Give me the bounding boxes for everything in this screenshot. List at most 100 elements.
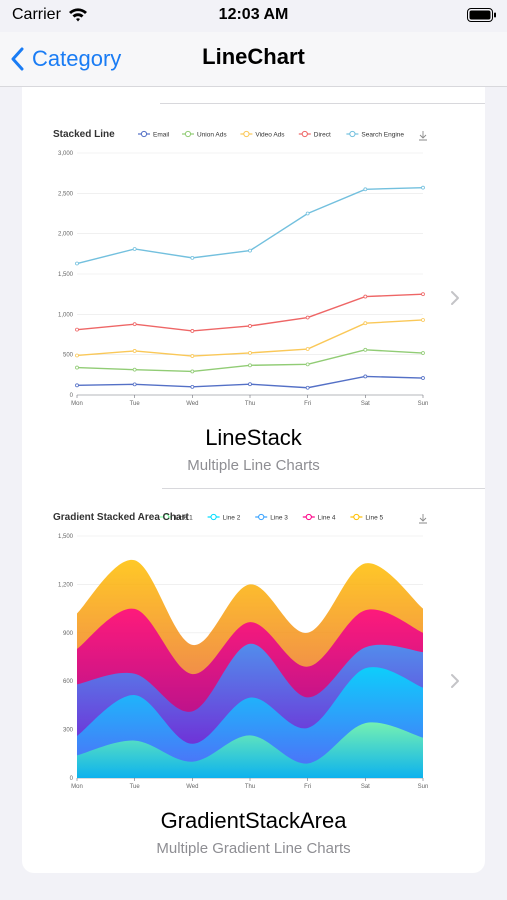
chevron-left-icon [11, 47, 24, 71]
y-tick-label: 0 [70, 393, 74, 399]
legend-item: Line 2 [207, 513, 241, 521]
legend-item: Search Engine [346, 130, 404, 138]
legend-marker [349, 130, 356, 138]
y-tick-label: 1,500 [58, 534, 74, 540]
data-point [305, 211, 310, 216]
legend-item: Video Ads [240, 130, 285, 138]
data-point [421, 318, 425, 322]
legend-marker [210, 513, 217, 521]
legend-item: Line 5 [350, 513, 383, 521]
y-tick-label: 2,000 [58, 232, 74, 238]
legend-marker [184, 130, 192, 138]
chevron-right-icon [451, 291, 459, 305]
data-point [421, 351, 425, 355]
row-title: LineStack [205, 425, 302, 450]
legend-label: Line 5 [365, 514, 383, 521]
legend-label: Line 3 [270, 514, 288, 521]
data-point [190, 329, 195, 333]
chevron-right-icon [451, 674, 459, 688]
data-point [421, 376, 425, 380]
row-divider [160, 103, 485, 104]
data-point [421, 292, 425, 297]
data-point [75, 327, 79, 332]
line-stack-chart: 0 500 1,000 1,500 2,000 2,500 3,000 Mon Tue Wed Th… [53, 129, 429, 407]
data-point [305, 347, 310, 351]
x-tick-label: Sat [361, 401, 370, 407]
download-icon-path [419, 514, 427, 524]
x-tick-label: Sun [418, 401, 429, 407]
data-point [190, 354, 195, 358]
data-point [75, 261, 79, 266]
data-point [305, 362, 310, 367]
data-point [132, 349, 137, 353]
x-tick-label: Fri [304, 784, 311, 790]
chart-list: 0 500 1,000 1,500 2,000 2,500 3,000 Mon Tue Wed Th… [22, 87, 485, 873]
back-button[interactable]: Category [10, 44, 121, 74]
status-time: 12:03 AM [218, 6, 289, 23]
data-point [75, 365, 79, 370]
list-item-linestack[interactable]: 0 500 1,000 1,500 2,000 2,500 3,000 Mon Tue Wed Th… [22, 107, 485, 487]
chart-title: Stacked Line [53, 129, 115, 140]
data-point [248, 350, 252, 355]
data-point [248, 248, 252, 253]
legend-item: Direct [298, 130, 331, 138]
gradient-stack-area-chart: 0 300 600 900 1,200 1,500 Mon Tue Wed Thu Fri Sat Su… [53, 512, 428, 790]
row-subtitle: Multiple Gradient Line Charts [156, 840, 351, 857]
x-tick-label: Mon [71, 784, 83, 790]
data-point [363, 347, 368, 352]
x-tick-label: Fri [304, 401, 311, 407]
legend-marker [258, 513, 265, 521]
download-icon [419, 131, 427, 141]
legend-item: Line 4 [302, 513, 336, 521]
row-subtitle: Multiple Line Charts [187, 457, 320, 474]
battery-icon [467, 8, 497, 27]
series-area [77, 722, 423, 778]
data-point [132, 322, 137, 327]
x-tick-label: Thu [245, 784, 255, 790]
data-point [132, 247, 137, 251]
y-tick-label: 0 [70, 776, 74, 782]
data-point [248, 324, 252, 328]
download-icon [419, 514, 427, 524]
y-tick-label: 1,000 [58, 312, 74, 318]
legend-label: Direct [314, 131, 331, 138]
legend-marker [301, 130, 308, 138]
data-point [248, 382, 252, 387]
data-point [305, 315, 310, 320]
x-tick-label: Wed [186, 401, 198, 407]
legend-marker [162, 513, 170, 521]
data-point [190, 369, 195, 374]
legend-item: Union Ads [182, 130, 227, 138]
legend-label: Line 2 [223, 514, 241, 521]
data-point [132, 367, 137, 372]
wifi-icon [68, 7, 88, 27]
x-tick-label: Tue [130, 784, 141, 790]
row-title: GradientStackArea [160, 808, 347, 833]
data-point [363, 374, 368, 379]
data-point [421, 185, 425, 190]
data-point [75, 383, 79, 388]
data-point [75, 353, 79, 358]
legend-marker [353, 513, 360, 521]
data-point [132, 382, 137, 387]
page-title: LineChart [202, 44, 305, 69]
x-tick-label: Mon [71, 401, 83, 407]
y-tick-label: 500 [63, 353, 74, 359]
x-tick-label: Thu [245, 401, 255, 407]
data-point [363, 294, 368, 299]
y-tick-label: 2,500 [58, 191, 74, 197]
list-item-gradientstackarea[interactable]: 0 300 600 900 1,200 1,500 Mon Tue Wed Thu Fri Sat Su… [22, 490, 485, 870]
legend-item: Email [138, 130, 170, 138]
data-point [190, 255, 195, 260]
y-tick-label: 3,000 [58, 151, 74, 157]
status-bar: Carrier 12:03 AM [0, 0, 507, 32]
row-divider [162, 488, 485, 489]
y-tick-label: 600 [63, 679, 74, 685]
legend-label: Union Ads [197, 131, 227, 138]
carrier-label: Carrier [12, 6, 61, 23]
legend-marker [140, 130, 148, 138]
x-tick-label: Sat [361, 784, 370, 790]
legend-marker [305, 513, 312, 521]
navigation-bar: Category LineChart [0, 32, 507, 87]
legend-label: Line 1 [175, 514, 193, 521]
